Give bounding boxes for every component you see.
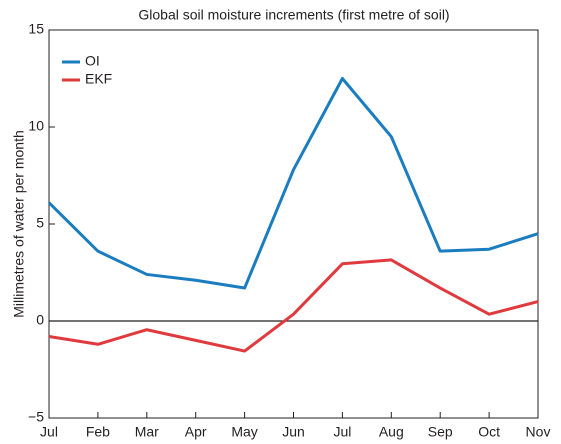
x-tick-label: Aug bbox=[379, 424, 404, 440]
y-tick-label: 10 bbox=[28, 118, 44, 134]
x-tick-label: Jun bbox=[282, 424, 305, 440]
y-axis-label: Millimetres of water per month bbox=[11, 130, 27, 318]
x-tick-label: Apr bbox=[185, 424, 207, 440]
series-line bbox=[47, 77, 539, 290]
series-line bbox=[48, 258, 539, 353]
x-tick-label: May bbox=[231, 424, 257, 440]
x-tick-label: Mar bbox=[135, 424, 159, 440]
x-tick-label: Oct bbox=[478, 424, 500, 440]
y-tick-label: 15 bbox=[28, 21, 44, 37]
y-tick-label: −5 bbox=[28, 409, 44, 425]
x-tick-label: Jul bbox=[40, 424, 58, 440]
x-tick-label: Jul bbox=[333, 424, 351, 440]
x-tick-label: Feb bbox=[86, 424, 110, 440]
legend-label: EKF bbox=[85, 71, 112, 87]
chart-title: Global soil moisture increments (first m… bbox=[138, 7, 449, 23]
x-tick-label: Nov bbox=[526, 424, 551, 440]
legend-label: OI bbox=[85, 53, 100, 69]
y-tick-label: 5 bbox=[36, 215, 44, 231]
plot-frame bbox=[48, 29, 539, 419]
x-tick-label: Sep bbox=[428, 424, 453, 440]
y-tick-label: 0 bbox=[36, 312, 44, 328]
